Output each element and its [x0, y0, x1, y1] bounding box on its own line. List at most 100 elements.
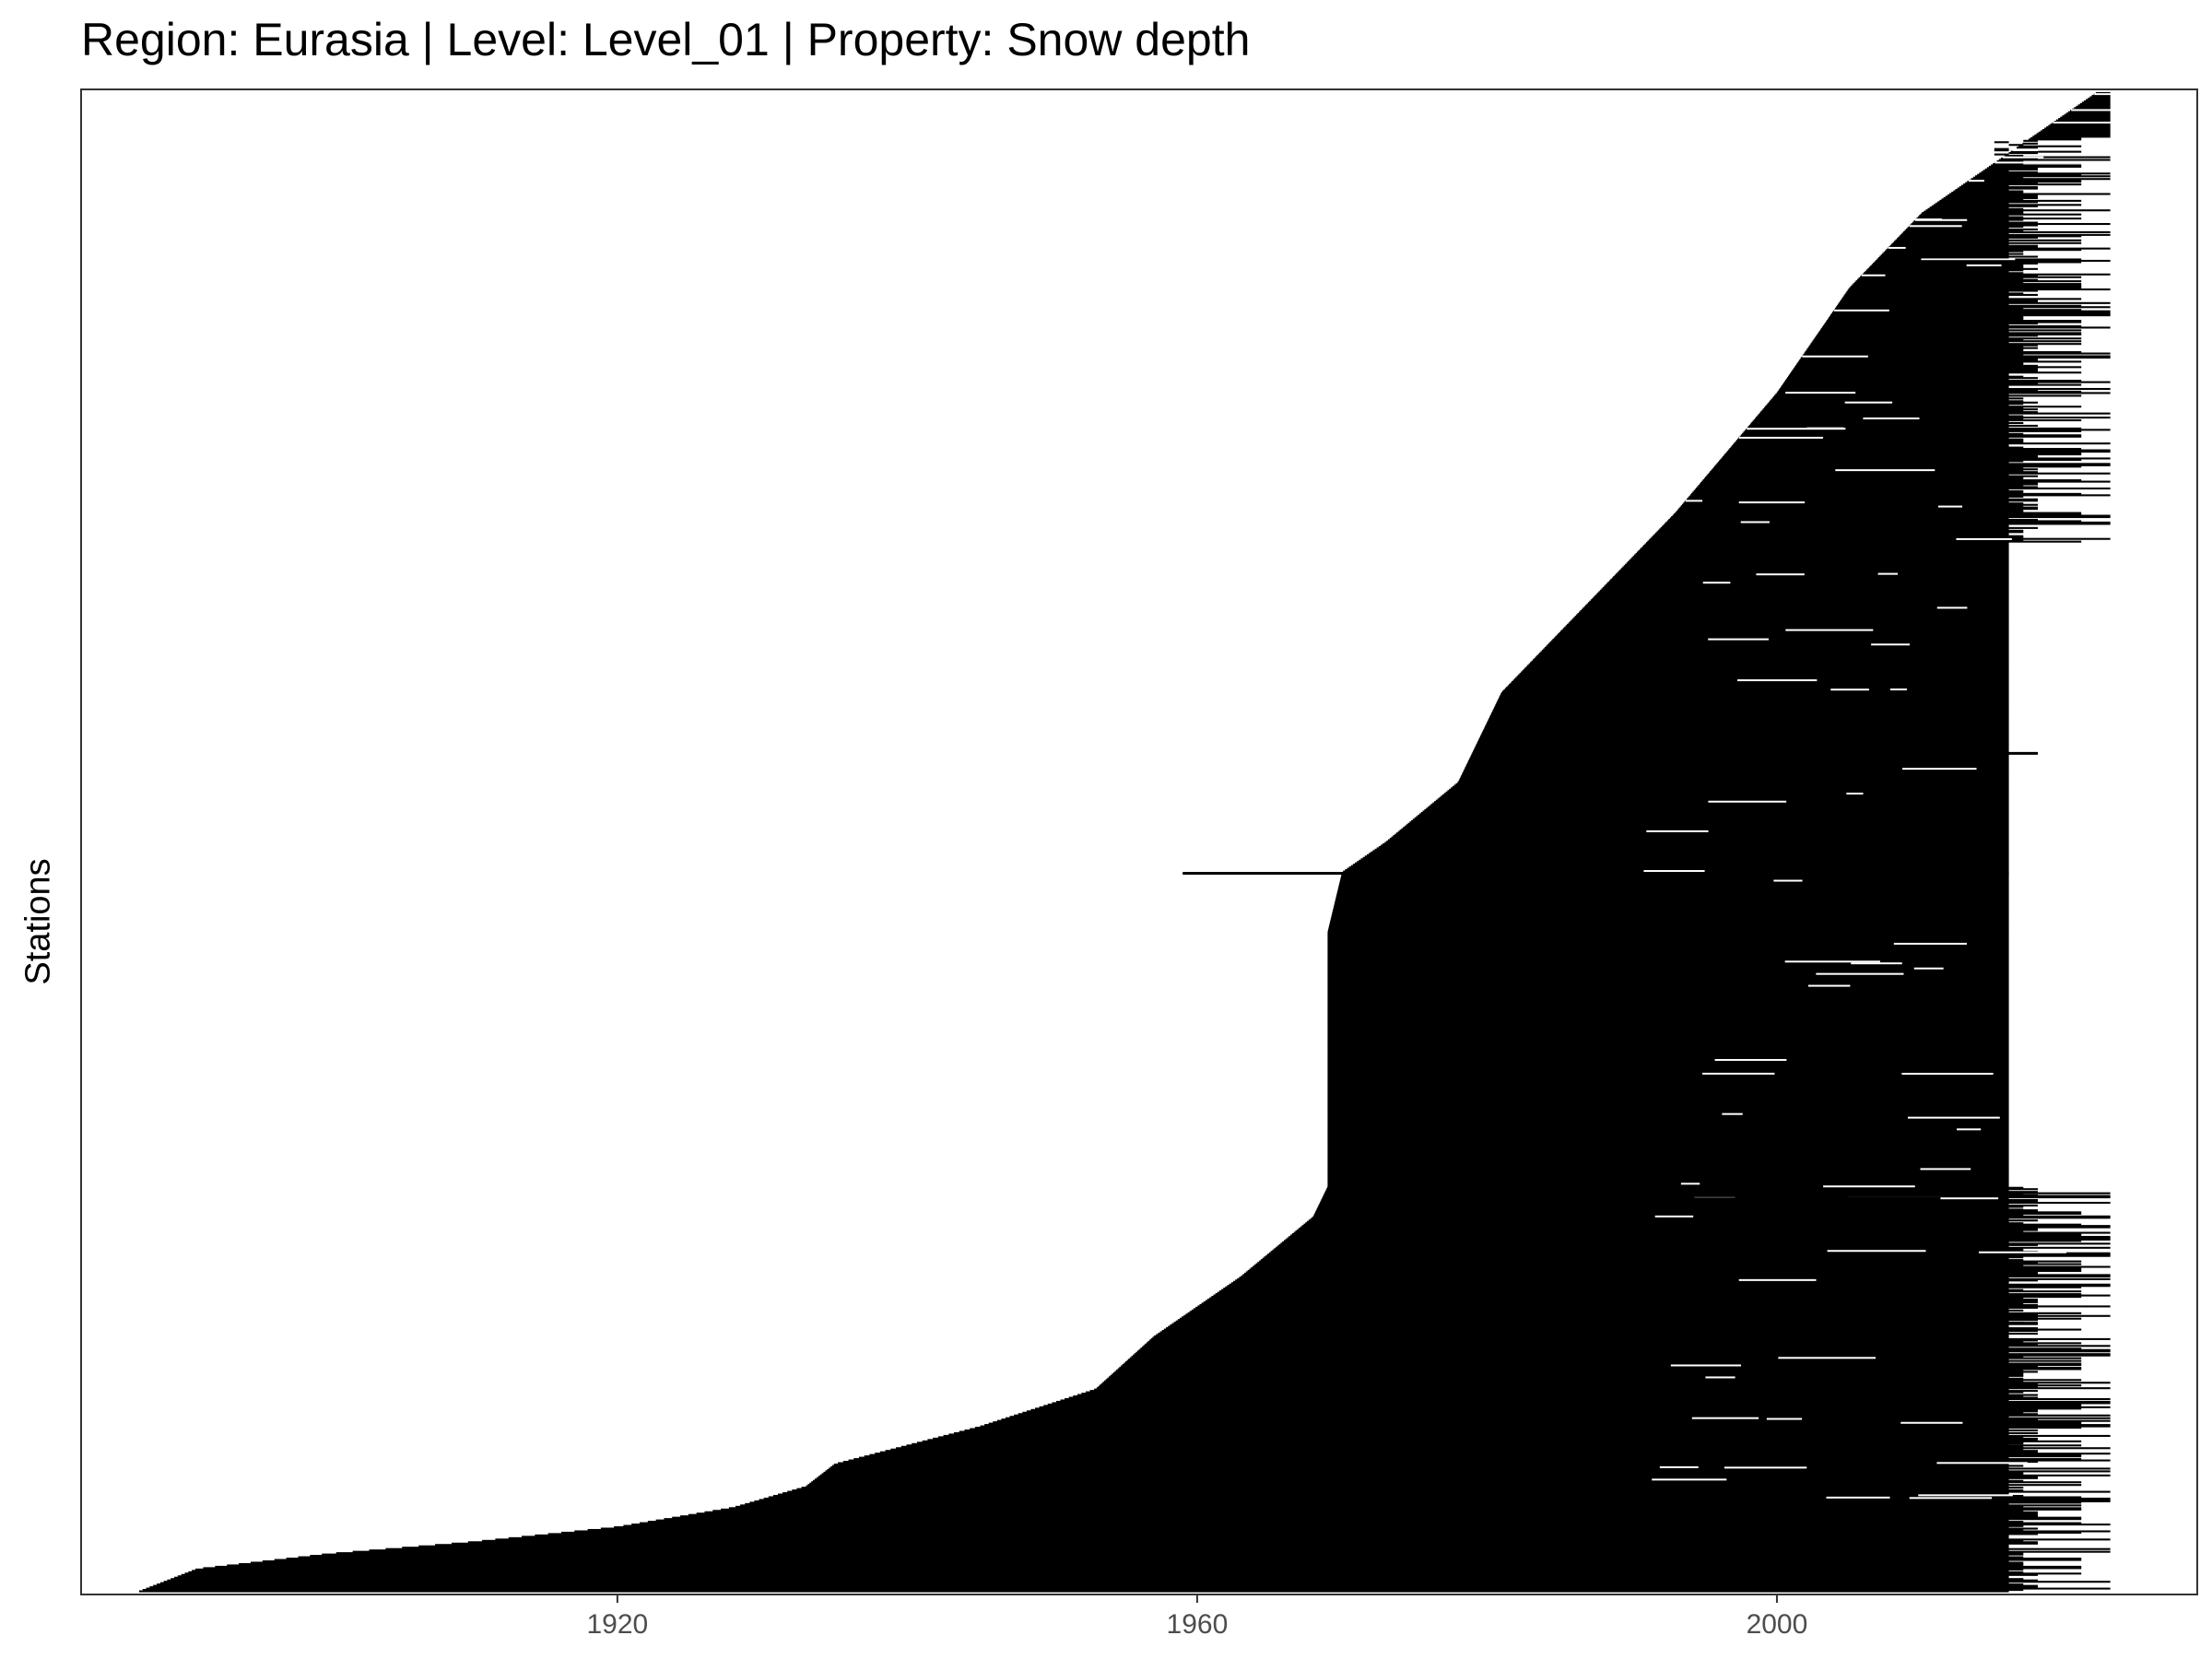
station-record-bar	[1806, 348, 2024, 351]
station-record-bar	[1338, 884, 2009, 887]
station-record-bar	[1986, 167, 2039, 170]
station-record-bar	[522, 1535, 2009, 1538]
station-record-bar	[1731, 445, 2009, 448]
station-record-bar	[1653, 535, 2024, 537]
station-record-bar	[1327, 1100, 2009, 1102]
station-record-bar	[2038, 131, 2111, 134]
station-record-bar	[1822, 324, 2082, 327]
station-record-bar	[1720, 458, 2082, 461]
station-record-bar	[1796, 363, 2024, 366]
station-record-bar	[1327, 1015, 2009, 1018]
station-record-bar	[1327, 1095, 2009, 1098]
station-record-bar	[1739, 435, 2082, 438]
station-record-bar	[1478, 738, 2009, 741]
station-record-bar	[1669, 517, 2009, 520]
station-record-bar	[759, 1499, 2111, 1501]
station-record-bar	[174, 1576, 2009, 1579]
station-record-bar	[1598, 591, 2009, 594]
data-gap	[1827, 1250, 1926, 1253]
data-gap	[1705, 1376, 1735, 1379]
station-record-bar	[1674, 513, 2082, 516]
data-gap	[2053, 121, 2138, 124]
station-record-bar	[1848, 288, 2111, 291]
station-record-bar	[1766, 404, 2009, 406]
station-record-bar	[1327, 1183, 2009, 1186]
station-record-bar	[1052, 1402, 2111, 1405]
station-record-bar	[1726, 451, 2111, 453]
station-record-bar	[1530, 662, 2009, 665]
station-record-bar	[1327, 1038, 2009, 1041]
station-record-bar	[1650, 537, 2111, 540]
station-record-bar	[1327, 967, 2009, 970]
station-record-bar	[1143, 1345, 2111, 1347]
station-record-bar	[1467, 761, 2009, 764]
station-record-bar	[1804, 352, 2111, 355]
station-record-bar	[1337, 888, 2009, 890]
station-record-bar	[298, 1556, 2024, 1559]
station-record-bar	[1341, 875, 2009, 877]
station-record-bar	[1864, 272, 2024, 275]
station-record-bar	[1327, 971, 2009, 974]
station-record-bar	[1327, 1020, 2009, 1023]
station-record-bar	[1334, 904, 2009, 907]
station-record-bar	[1314, 1212, 2082, 1215]
station-record-bar	[1481, 733, 2009, 735]
station-record-bar	[1896, 238, 2009, 241]
station-record-bar	[2074, 107, 2111, 110]
station-record-bar	[1775, 393, 2009, 395]
station-record-bar	[1867, 267, 2039, 270]
station-record-bar	[1327, 942, 2009, 946]
station-record-bar	[1977, 173, 2082, 176]
station-record-bar	[1716, 463, 2111, 465]
station-record-bar	[1561, 629, 2009, 631]
station-record-bar	[1274, 1248, 2024, 1251]
station-record-bar	[1911, 222, 2111, 226]
station-record-bar	[1424, 809, 2009, 812]
station-record-bar	[1655, 532, 2009, 535]
station-record-bar	[1327, 938, 2009, 941]
station-record-bar	[1684, 500, 2009, 503]
station-record-bar	[1262, 1257, 2009, 1260]
station-record-bar	[1602, 586, 2009, 589]
station-record-bar	[801, 1487, 2024, 1489]
station-record-bar	[1925, 209, 2111, 212]
station-record-bar	[1969, 179, 2082, 182]
station-record-bar	[1525, 665, 2009, 668]
station-record-bar	[1229, 1283, 2111, 1286]
station-record-bar	[2095, 92, 2111, 95]
station-record-bar	[192, 1570, 2009, 1572]
station-record-bar	[188, 1571, 2024, 1573]
station-record-bar	[1026, 1410, 2039, 1413]
station-record-bar	[1459, 777, 2009, 781]
station-record-bar	[171, 1578, 2024, 1581]
station-record-bar	[1327, 1072, 2009, 1075]
station-record-bar	[2055, 119, 2111, 122]
station-record-bar	[1327, 1066, 2009, 1069]
station-record-bar	[988, 1422, 2082, 1425]
station-record-bar	[1406, 824, 2009, 827]
long-station-record	[1820, 1396, 2024, 1400]
chart-title: Region: Eurasia | Level: Level_01 | Prop…	[81, 14, 1251, 65]
station-record-bar	[1464, 768, 2009, 771]
data-gap	[1708, 800, 1787, 803]
station-record-bar	[2065, 112, 2111, 115]
station-record-bar	[1152, 1336, 2009, 1339]
station-record-bar	[1327, 1129, 2009, 1132]
station-record-bar	[1327, 1165, 2009, 1168]
data-gap	[1877, 572, 1899, 575]
station-record-bar	[1327, 966, 2009, 969]
station-record-bar	[1541, 649, 2009, 653]
long-station-record	[1776, 1209, 2039, 1213]
station-record-bar	[2018, 145, 2082, 147]
station-record-bar	[1549, 641, 2009, 644]
station-record-bar	[1803, 353, 2024, 357]
station-record-bar	[1888, 246, 2039, 249]
station-record-bar	[1340, 878, 2009, 881]
station-record-bar	[1959, 186, 2039, 189]
station-record-bar	[1339, 879, 2009, 882]
station-record-bar	[1299, 1228, 2039, 1230]
station-record-bar	[1327, 1138, 2009, 1142]
station-record-bar	[1081, 1393, 2009, 1395]
station-record-bar	[1334, 903, 2009, 906]
station-record-bar	[1967, 181, 2082, 183]
